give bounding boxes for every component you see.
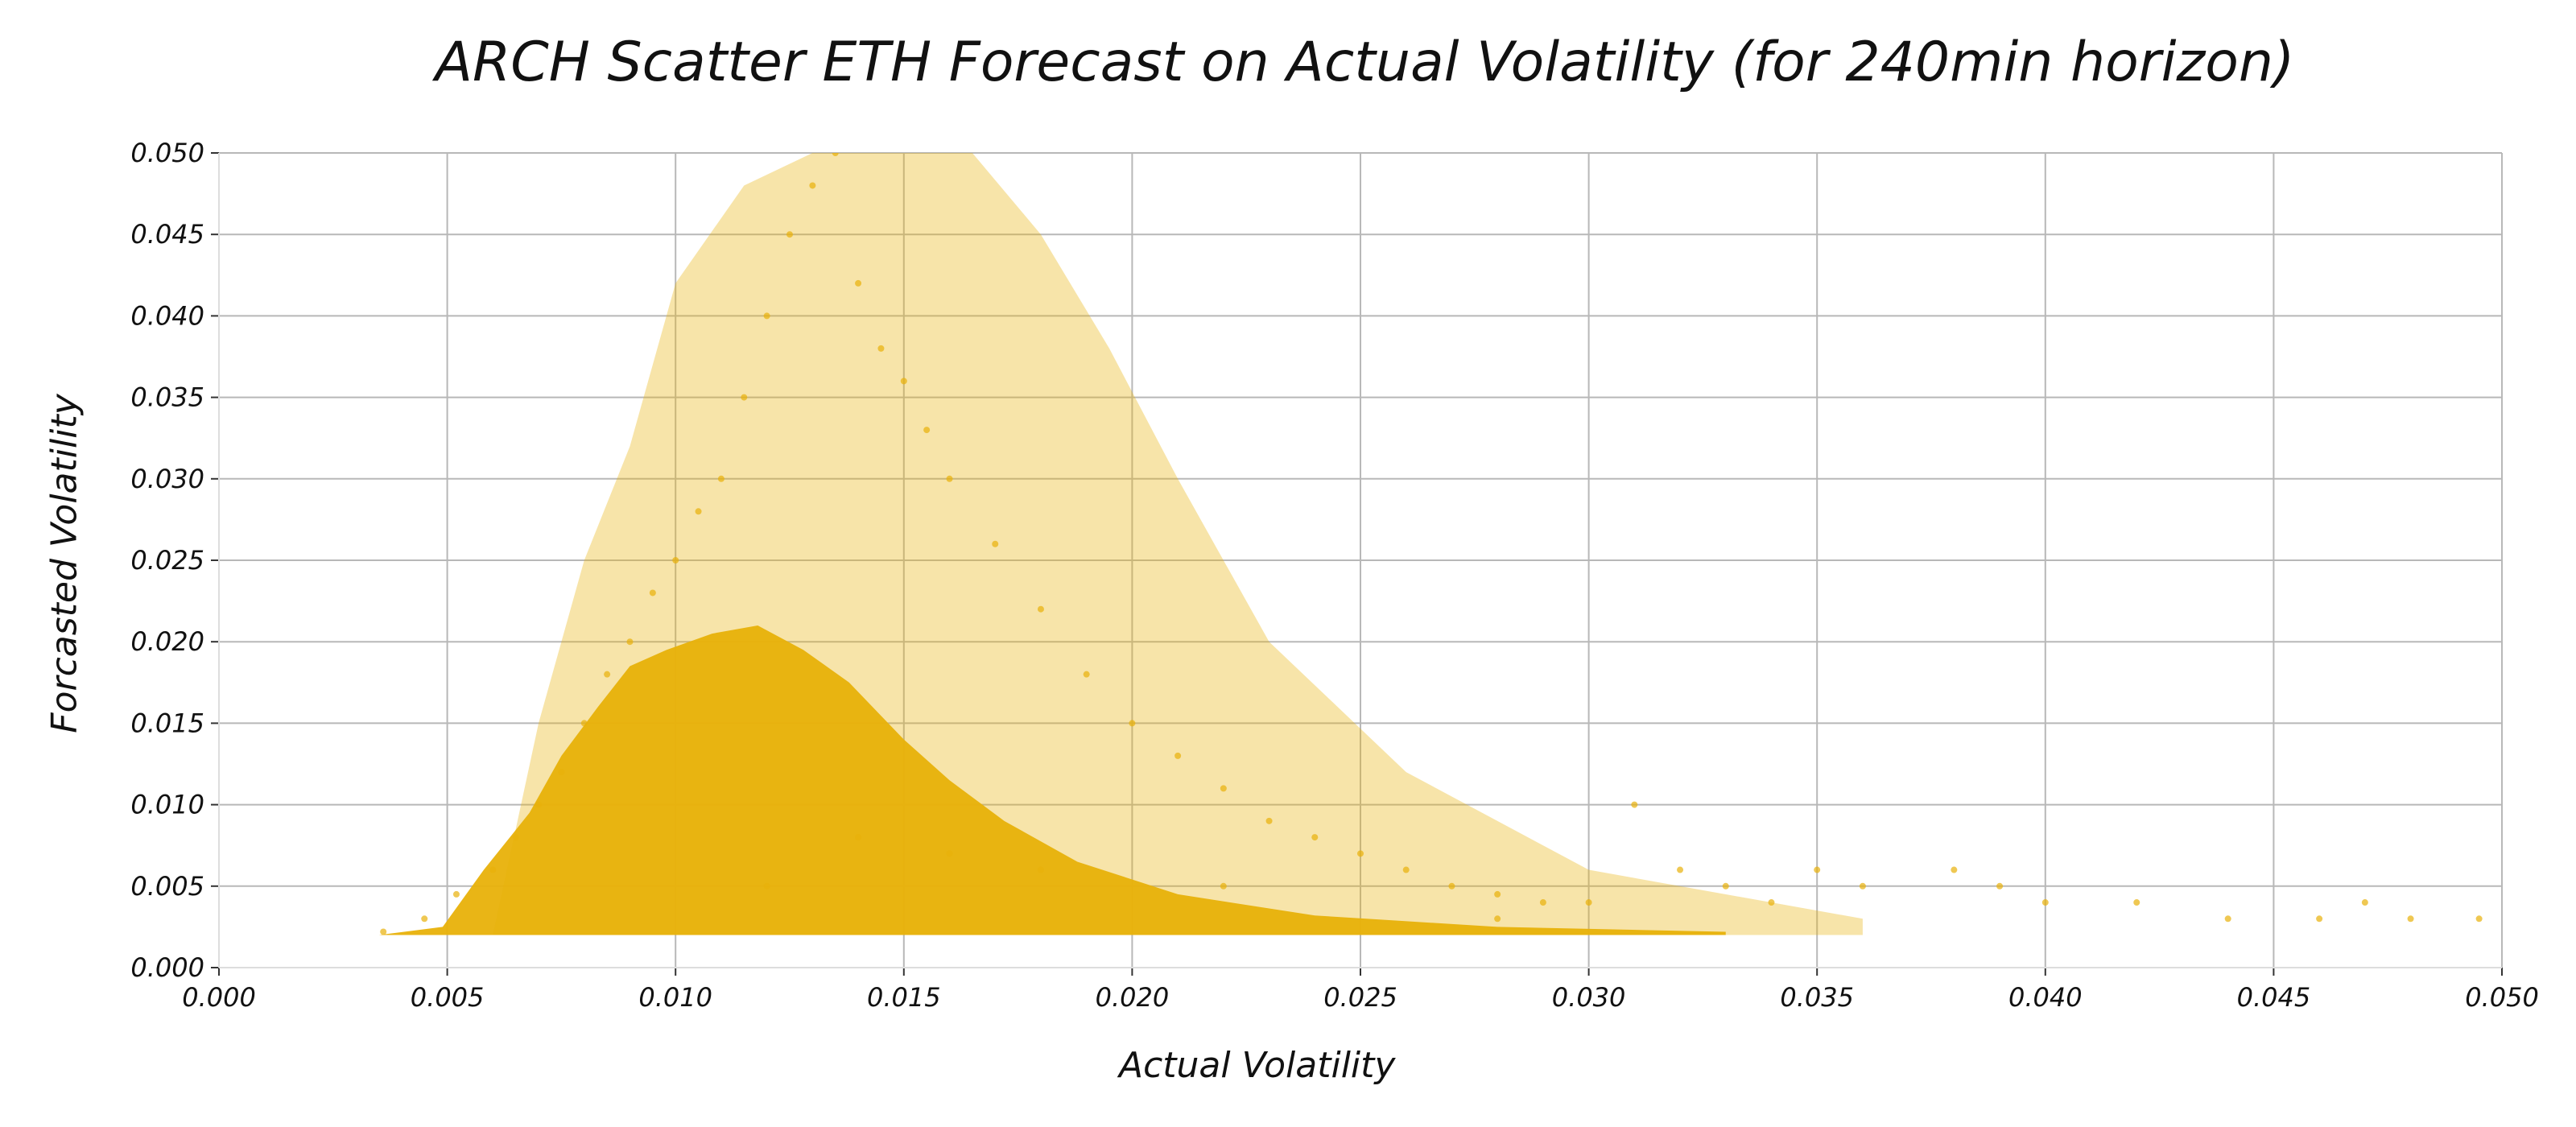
sparse-halo-region <box>493 153 1863 935</box>
data-point <box>1996 882 2004 890</box>
data-point <box>2407 915 2414 923</box>
data-point <box>1677 866 1684 873</box>
data-point <box>923 427 931 434</box>
data-point <box>421 915 428 923</box>
data-point <box>1265 817 1273 824</box>
data-point <box>1037 605 1044 613</box>
x-tick-label: 0.015 <box>867 982 941 1013</box>
data-point <box>580 720 588 727</box>
data-point <box>2361 899 2368 906</box>
data-points <box>380 153 2483 935</box>
y-tick-label: 0.035 <box>130 382 204 413</box>
x-tick-label: 0.030 <box>1552 982 1626 1013</box>
data-point <box>1814 866 1821 873</box>
data-point <box>1859 882 1866 890</box>
data-point <box>741 394 748 401</box>
x-tick-label: 0.020 <box>1096 982 1170 1013</box>
data-point <box>672 557 679 564</box>
data-point <box>2133 899 2140 906</box>
data-point <box>1402 866 1410 873</box>
data-point <box>1722 882 1729 890</box>
data-point <box>1357 850 1364 857</box>
data-point <box>489 866 497 873</box>
x-tick-label: 0.010 <box>638 982 712 1013</box>
y-tick-label: 0.025 <box>130 545 204 576</box>
data-point <box>2475 915 2483 923</box>
data-point <box>855 279 862 287</box>
data-point <box>946 475 953 482</box>
data-point <box>1037 866 1044 873</box>
dense-core-region <box>378 625 1726 935</box>
data-point <box>604 671 611 678</box>
y-tick-label: 0.015 <box>130 708 204 738</box>
y-tick-label: 0.045 <box>130 219 204 250</box>
data-point <box>1220 882 1227 890</box>
x-tick-label: 0.025 <box>1323 982 1397 1013</box>
data-point <box>763 882 770 890</box>
y-tick-label: 0.050 <box>130 138 204 168</box>
y-tick-label: 0.020 <box>130 626 204 657</box>
data-point <box>695 508 702 515</box>
data-point <box>558 769 565 776</box>
data-point <box>1220 785 1227 792</box>
data-point <box>1768 899 1775 906</box>
x-axis-label: Actual Volatility <box>1119 1045 1396 1086</box>
data-point <box>1174 752 1182 759</box>
data-point <box>1494 915 1501 923</box>
x-tick-label: 0.005 <box>411 982 485 1013</box>
data-point <box>380 928 387 935</box>
data-point <box>1951 866 1958 873</box>
y-tick-label: 0.010 <box>130 790 204 820</box>
data-point <box>626 638 634 646</box>
data-point <box>1129 720 1136 727</box>
y-tick-label: 0.030 <box>130 464 204 494</box>
data-point <box>512 834 519 841</box>
point-cloud <box>378 153 1863 935</box>
y-tick-label: 0.040 <box>130 300 204 331</box>
data-point <box>1494 890 1501 898</box>
data-point <box>786 231 793 238</box>
y-tick-label: 0.005 <box>130 871 204 902</box>
data-point <box>649 589 656 597</box>
chart-title: ARCH Scatter ETH Forecast on Actual Vola… <box>435 31 2295 94</box>
data-point <box>1083 671 1090 678</box>
data-point <box>900 378 907 385</box>
x-tick-label: 0.000 <box>182 982 256 1013</box>
axes <box>211 152 2503 976</box>
data-point <box>2316 915 2323 923</box>
data-point <box>1539 899 1546 906</box>
data-point <box>1448 882 1455 890</box>
data-point <box>717 475 724 482</box>
data-point <box>855 834 862 841</box>
data-point <box>946 850 953 857</box>
data-point <box>832 153 839 156</box>
data-point <box>2041 899 2049 906</box>
data-point <box>1311 834 1319 841</box>
tick-labels: 0.000 0.005 0.010 0.015 0.020 0.025 0.030 0.035… <box>130 138 2538 1013</box>
x-tick-label: 0.045 <box>2237 982 2311 1013</box>
data-point <box>1631 801 1638 808</box>
y-tick-label: 0.000 <box>130 952 204 983</box>
data-point <box>535 801 543 808</box>
x-tick-label: 0.050 <box>2465 982 2539 1013</box>
data-point <box>1585 899 1592 906</box>
data-point <box>452 890 460 898</box>
x-tick-label: 0.040 <box>2008 982 2083 1013</box>
data-point <box>763 312 770 320</box>
data-point <box>809 182 816 189</box>
x-tick-label: 0.035 <box>1780 982 1854 1013</box>
data-point <box>2224 915 2231 923</box>
data-point <box>877 345 885 352</box>
data-point <box>992 540 999 547</box>
